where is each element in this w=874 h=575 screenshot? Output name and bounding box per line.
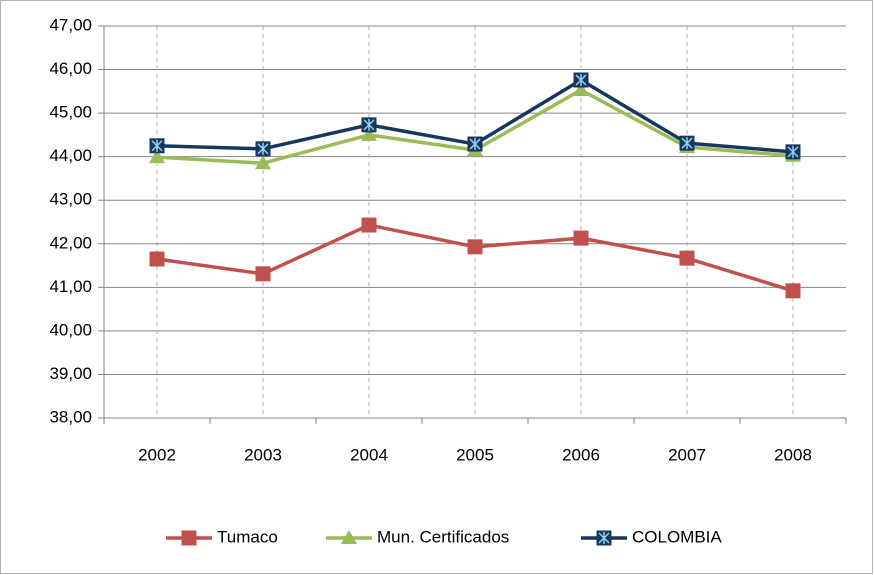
marker-square [255,266,271,282]
marker [149,149,165,164]
marker [361,117,377,133]
marker [255,266,271,282]
marker [361,126,377,141]
y-tick-label: 43,00 [49,190,92,209]
marker [361,217,377,233]
marker-star [681,137,693,150]
x-tick-label: 2006 [562,445,600,464]
marker [467,239,483,255]
marker-star [151,139,163,152]
marker [679,250,695,266]
legend-item: Tumaco [166,527,278,546]
marker [341,530,357,544]
marker [181,530,197,546]
y-tick-label: 41,00 [49,277,92,296]
marker-square [149,251,165,267]
x-tick-label: 2007 [668,445,706,464]
marker [573,230,589,246]
marker-square [181,530,197,546]
y-tick-label: 47,00 [49,15,92,34]
y-tick-label: 45,00 [49,103,92,122]
y-tick-label: 39,00 [49,364,92,383]
x-tick-label: 2005 [456,445,494,464]
marker-square [573,230,589,246]
marker [785,283,801,299]
legend-label: Mun. Certificados [377,527,509,546]
marker-square [467,239,483,255]
legend-label: COLOMBIA [632,527,722,546]
marker [573,82,589,97]
y-tick-label: 44,00 [49,146,92,165]
x-tick-label: 2003 [244,445,282,464]
marker [596,530,612,546]
marker [573,72,589,88]
marker-square [785,283,801,299]
legend-item: Mun. Certificados [326,527,509,546]
marker [149,251,165,267]
marker [149,138,165,154]
marker-square [361,217,377,233]
marker-star [787,145,799,158]
marker-square [679,250,695,266]
marker-star [469,138,481,151]
y-tick-label: 42,00 [49,233,92,252]
marker [255,155,271,170]
marker [679,135,695,151]
marker-star [363,118,375,131]
marker [467,136,483,152]
x-tick-label: 2002 [138,445,176,464]
legend-item: COLOMBIA [581,527,722,546]
y-tick-label: 38,00 [49,407,92,426]
marker [255,141,271,157]
legend-label: Tumaco [217,527,278,546]
marker-star [598,532,610,544]
marker-star [257,142,269,155]
x-tick-label: 2004 [350,445,388,464]
y-tick-label: 40,00 [49,320,92,339]
y-tick-label: 46,00 [49,59,92,78]
marker-star [575,74,587,87]
x-tick-label: 2008 [774,445,812,464]
marker [785,144,801,160]
